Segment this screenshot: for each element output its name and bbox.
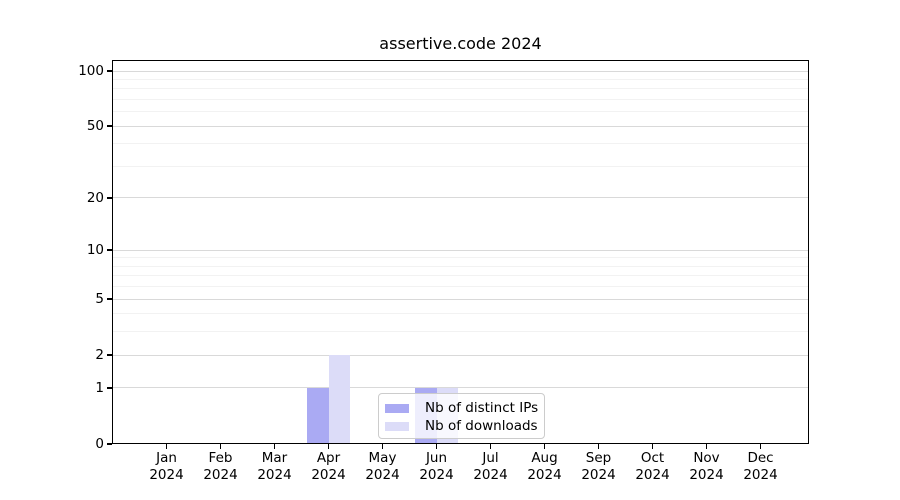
x-tick-mark (327, 444, 330, 449)
chart-title: assertive.code 2024 (379, 34, 542, 53)
y-tick-label: 100 (78, 63, 104, 79)
x-tick-label: Dec 2024 (743, 450, 778, 483)
y-gridline-minor (112, 165, 809, 167)
y-gridline-minor (112, 313, 809, 315)
x-tick-label: May 2024 (365, 450, 400, 483)
y-gridline-major (112, 70, 809, 72)
legend-swatch-distinct-ips (385, 403, 409, 413)
x-tick-mark (435, 444, 438, 449)
y-tick-label: 2 (95, 347, 104, 364)
x-tick-label: Mar 2024 (257, 450, 292, 483)
x-tick-mark (543, 444, 546, 449)
bar-distinct-ips-apr (307, 387, 329, 444)
y-gridline-minor (112, 286, 809, 288)
x-tick-mark (759, 444, 762, 449)
x-tick-label: Jun 2024 (419, 450, 454, 483)
y-tick-label: 1 (95, 379, 104, 396)
x-tick-mark (489, 444, 492, 449)
legend: Nb of distinct IPs Nb of downloads (378, 393, 545, 439)
y-gridline-minor (112, 98, 809, 100)
y-tick-mark (107, 70, 112, 72)
y-tick-label: 20 (86, 189, 104, 206)
y-tick-mark (107, 298, 112, 300)
legend-label-downloads: Nb of downloads (425, 418, 538, 434)
y-tick-mark (107, 197, 112, 199)
y-gridline-minor (112, 143, 809, 145)
y-gridline-minor (112, 331, 809, 333)
x-tick-label: Aug 2024 (527, 450, 562, 483)
y-tick-mark (107, 387, 112, 389)
y-gridline-minor (112, 257, 809, 259)
x-tick-label: Jul 2024 (473, 450, 508, 483)
x-tick-mark (597, 444, 600, 449)
legend-item-distinct-ips: Nb of distinct IPs (385, 399, 539, 417)
y-tick-mark (107, 443, 112, 445)
y-gridline-major (112, 197, 809, 199)
y-tick-label: 0 (95, 436, 104, 452)
legend-label-distinct-ips: Nb of distinct IPs (425, 400, 539, 416)
bar-downloads-apr (328, 355, 350, 444)
y-gridline-minor (112, 78, 809, 80)
y-gridline-major (112, 125, 809, 127)
y-gridline-major (112, 354, 809, 356)
y-tick-label: 10 (86, 242, 104, 259)
x-tick-mark (219, 444, 222, 449)
y-tick-mark (107, 249, 112, 251)
x-tick-mark (381, 444, 384, 449)
y-gridline-minor (112, 265, 809, 267)
y-tick-label: 50 (86, 118, 104, 135)
y-gridline-minor (112, 88, 809, 90)
legend-swatch-downloads (385, 421, 409, 431)
y-gridline-major (112, 298, 809, 300)
x-tick-mark (165, 444, 168, 449)
x-tick-label: Jan 2024 (149, 450, 184, 483)
legend-item-downloads: Nb of downloads (385, 417, 538, 435)
x-tick-label: Sep 2024 (581, 450, 616, 483)
x-tick-mark (273, 444, 276, 449)
y-gridline-minor (112, 275, 809, 277)
x-tick-label: Nov 2024 (689, 450, 724, 483)
x-tick-mark (651, 444, 654, 449)
y-tick-label: 5 (95, 291, 104, 308)
y-gridline-major (112, 387, 809, 389)
x-tick-label: Apr 2024 (311, 450, 346, 483)
y-tick-mark (107, 354, 112, 356)
y-gridline-minor (112, 111, 809, 113)
x-tick-label: Oct 2024 (635, 450, 670, 483)
y-gridline-major (112, 249, 809, 251)
x-tick-label: Feb 2024 (203, 450, 238, 483)
x-tick-mark (705, 444, 708, 449)
y-tick-mark (107, 125, 112, 127)
